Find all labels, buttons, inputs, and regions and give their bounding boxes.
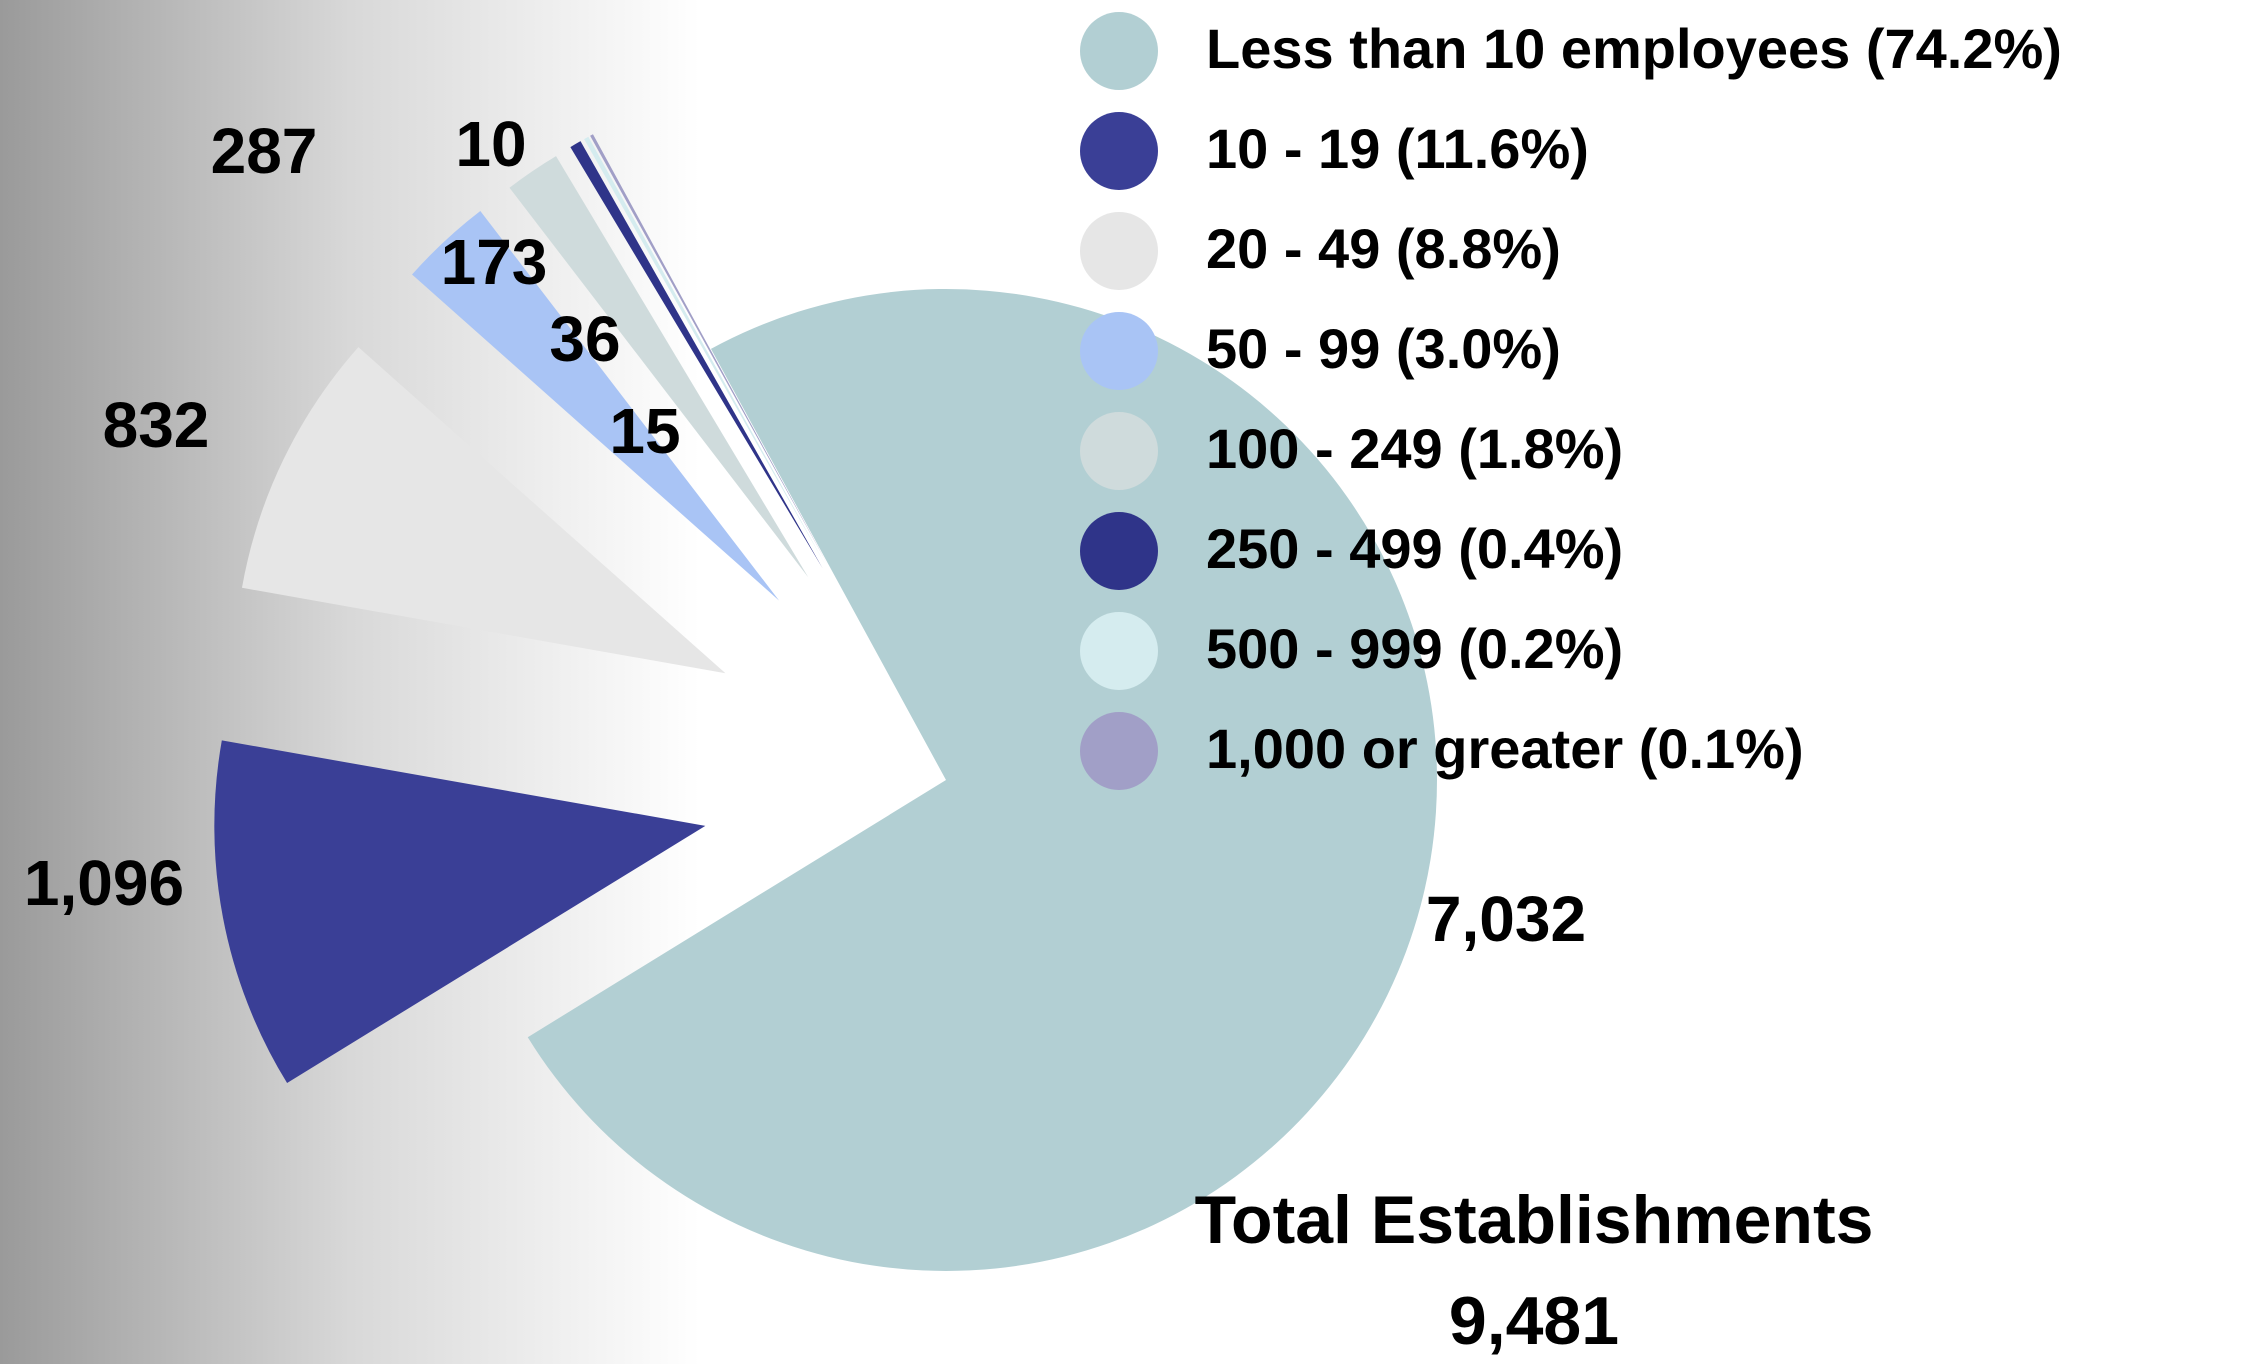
chart: 7,032 1,096 832 287 17336 15 10 Less than 10 e…: [0, 0, 2259, 1364]
data-label: 15: [609, 395, 680, 467]
legend-label: Less than 10 employees (74.2%): [1206, 17, 2062, 80]
legend-label: 50 - 99 (3.0%): [1206, 317, 1561, 380]
legend-label: 10 - 19 (11.6%): [1206, 117, 1589, 180]
data-label: 7,032: [1426, 883, 1586, 955]
legend-label: 20 - 49 (8.8%): [1206, 217, 1561, 280]
data-label: 287: [211, 115, 318, 187]
total-value: 9,481: [1449, 1283, 1619, 1359]
data-label: 10: [455, 108, 526, 180]
legend-marker: [1080, 412, 1158, 490]
data-label: 36: [549, 303, 620, 375]
legend-label: 1,000 or greater (0.1%): [1206, 717, 1804, 780]
legend-label: 100 - 249 (1.8%): [1206, 417, 1623, 480]
data-label: 173: [441, 226, 548, 298]
legend-marker: [1080, 112, 1158, 190]
legend-marker: [1080, 512, 1158, 590]
legend-label: 500 - 999 (0.2%): [1206, 617, 1623, 680]
legend-marker: [1080, 712, 1158, 790]
background-image: [0, 0, 700, 1364]
legend-marker: [1080, 612, 1158, 690]
data-label: 832: [103, 389, 210, 461]
total-title: Total Establishments: [1195, 1182, 1874, 1258]
data-label: 1,096: [24, 847, 184, 919]
legend-marker: [1080, 12, 1158, 90]
legend-marker: [1080, 212, 1158, 290]
legend-label: 250 - 499 (0.4%): [1206, 517, 1623, 580]
legend-marker: [1080, 312, 1158, 390]
